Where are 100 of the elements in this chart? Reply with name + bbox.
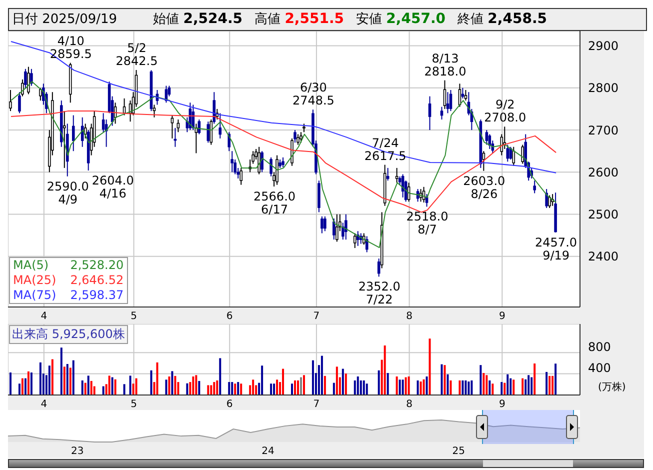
- candlestick: [210, 118, 213, 146]
- candlestick: [24, 68, 27, 88]
- y-tick-label: 2600: [588, 165, 619, 180]
- candlestick: [27, 66, 30, 95]
- annotation: 6/30 2748.5: [292, 80, 334, 108]
- candlestick: [377, 258, 380, 278]
- x-tick-label: 5: [130, 399, 137, 410]
- x-tick-label: 25: [452, 446, 466, 458]
- x-tick-label: 9: [498, 311, 506, 322]
- candlestick: [218, 112, 222, 139]
- candlestick: [545, 188, 548, 208]
- y-tick-label: 2500: [588, 208, 619, 222]
- annotation: 7/24 2617.5: [364, 136, 406, 163]
- x-tick-label: 4: [40, 311, 48, 322]
- annotation: 2590.0 4/9: [46, 179, 89, 206]
- chart-title: 日付 2025/09/19: [12, 11, 118, 29]
- annotation: 2,646.52: [70, 273, 124, 288]
- candlestick: [282, 156, 284, 168]
- candlestick: [512, 146, 516, 166]
- text: 終値 2,458.5: [458, 10, 547, 29]
- candlestick: [30, 68, 33, 86]
- x-tick-label: 8: [406, 311, 412, 322]
- candlestick: [230, 150, 234, 173]
- candlestick: [344, 214, 348, 240]
- x-tick-label: 9: [498, 399, 506, 410]
- candlestick: [294, 130, 296, 144]
- candlestick: [300, 132, 302, 144]
- candlestick: [464, 89, 468, 102]
- y-tick-label: 2700: [588, 123, 619, 138]
- annotation: 2352.0 7/22: [358, 280, 400, 307]
- text: 高値 2,551.5: [254, 10, 344, 29]
- candlestick: [290, 138, 294, 166]
- candlestick: [533, 180, 536, 194]
- y-tick-label: 2400: [588, 250, 619, 264]
- x-tick-label: 6: [226, 311, 233, 322]
- candlestick: [440, 106, 444, 120]
- annotation: 2603.0 8/26: [463, 174, 506, 201]
- annotation: 4/10 2859.5: [50, 34, 92, 61]
- candlestick: [39, 87, 42, 102]
- chart-title: 出来高 5,925,600株: [9, 325, 128, 344]
- candlestick: [170, 114, 174, 139]
- text: 安値 2,457.0: [356, 10, 446, 29]
- text: MA(25): [13, 273, 56, 288]
- x-tick-label: 23: [70, 446, 84, 458]
- y-tick-label: 400: [588, 361, 611, 376]
- x-tick-label: 4: [40, 399, 48, 410]
- y-tick-label: 2800: [588, 81, 619, 96]
- candlestick: [506, 144, 510, 162]
- y-tick-label: 800: [588, 340, 611, 354]
- candlestick: [324, 216, 326, 232]
- annotation: 2457.0 9/19: [535, 235, 578, 262]
- candlestick: [72, 114, 75, 152]
- candlestick: [365, 236, 368, 253]
- x-tick-label: 7: [313, 311, 320, 322]
- y-tick-label: 2900: [588, 39, 619, 54]
- annotation: 9/2 2708.0: [484, 98, 526, 125]
- candlestick: [212, 92, 216, 124]
- candlestick: [240, 167, 242, 186]
- candlestick: [296, 134, 300, 146]
- candlestick: [521, 144, 524, 164]
- text: MA(75): [13, 288, 56, 303]
- x-tick-label: 5: [130, 311, 137, 322]
- annotation: 5/2 2842.5: [116, 40, 158, 68]
- candlestick: [84, 123, 87, 139]
- candlestick: [320, 216, 324, 234]
- candlestick: [443, 80, 446, 110]
- annotation: 2,528.20: [70, 258, 124, 273]
- candlestick: [332, 218, 336, 240]
- candlestick: [353, 232, 356, 249]
- text: MA(5): [13, 258, 49, 273]
- x-tick-label: 24: [262, 446, 274, 458]
- candlestick: [386, 167, 390, 182]
- annotation: 2,598.37: [70, 288, 124, 303]
- annotation: 2518.0 8/7: [406, 210, 448, 237]
- candlestick: [152, 104, 156, 118]
- x-tick-label: 8: [406, 399, 412, 410]
- candlestick: [336, 214, 338, 242]
- candlestick: [21, 78, 24, 97]
- annotation: 8/13 2818.0: [424, 51, 466, 78]
- candlestick: [80, 116, 84, 148]
- candlestick: [270, 156, 272, 177]
- candlestick: [258, 146, 260, 175]
- candlestick: [176, 118, 180, 133]
- candlestick: [428, 96, 432, 131]
- x-tick-label: 7: [313, 399, 320, 410]
- candlestick: [548, 194, 551, 208]
- candlestick: [9, 89, 12, 112]
- x-tick-label: 6: [226, 399, 233, 410]
- candlestick: [276, 154, 278, 186]
- candlestick: [18, 92, 21, 114]
- candlestick: [449, 89, 452, 112]
- candlestick: [356, 230, 360, 246]
- candlestick: [485, 130, 488, 146]
- candlestick: [446, 92, 450, 114]
- text: 始値 2,524.5: [153, 10, 243, 29]
- candlestick: [395, 167, 398, 184]
- annotation: 2566.0 6/17: [254, 189, 296, 216]
- candlestick: [509, 146, 512, 160]
- annotation: 2604.0 4/16: [92, 173, 134, 200]
- candlestick: [63, 110, 66, 168]
